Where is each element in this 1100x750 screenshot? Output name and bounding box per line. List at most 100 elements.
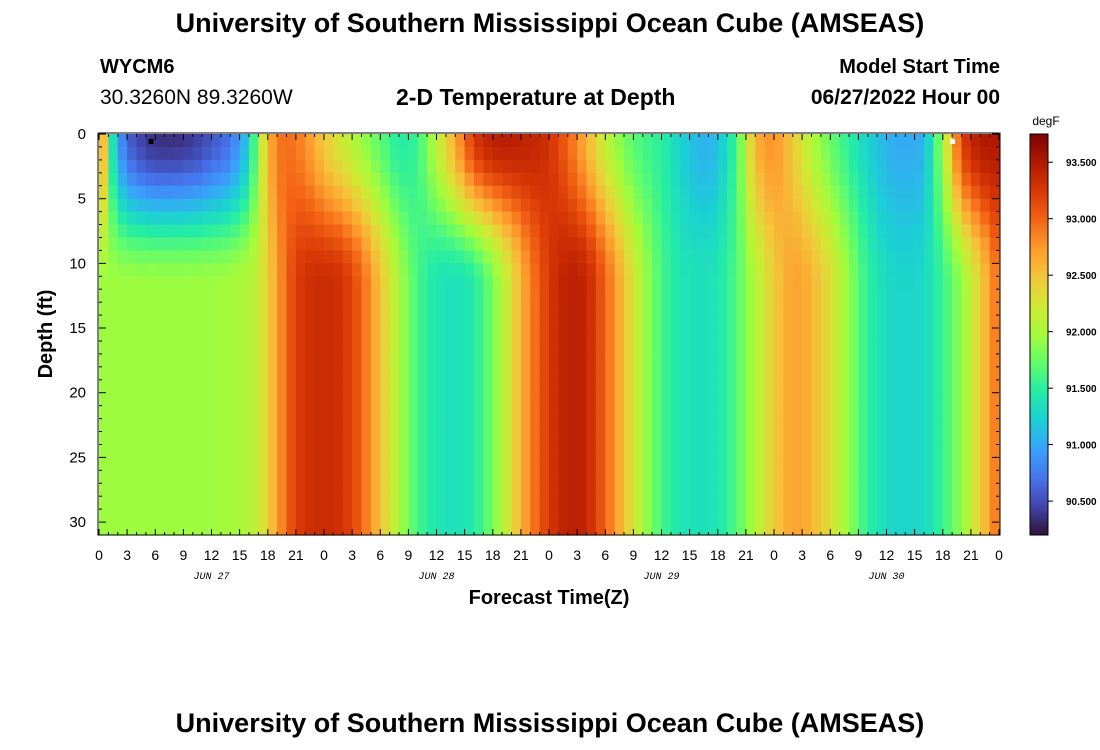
heatmap-cell <box>764 379 775 394</box>
heatmap-cell <box>202 276 213 290</box>
heatmap-cell <box>230 470 241 484</box>
heatmap-cell <box>727 379 738 394</box>
heatmap-cell <box>399 366 409 381</box>
heatmap-cell <box>792 496 803 510</box>
heatmap-cell <box>717 444 728 458</box>
heatmap-cell <box>624 444 634 458</box>
heatmap-cell <box>820 470 831 484</box>
heatmap-cell <box>492 509 503 523</box>
heatmap-cell <box>802 470 813 484</box>
heatmap-cell <box>502 211 513 226</box>
heatmap-cell <box>108 340 119 355</box>
heatmap-cell <box>483 263 494 277</box>
heatmap-cell <box>342 185 353 200</box>
heatmap-cell <box>155 159 166 174</box>
heatmap-cell <box>108 172 119 187</box>
heatmap-cell <box>436 263 447 277</box>
heatmap-cell <box>802 159 813 174</box>
heatmap-cell <box>295 328 306 342</box>
heatmap-cell <box>277 353 288 368</box>
heatmap-cell <box>652 172 663 187</box>
heatmap-cell <box>886 496 897 510</box>
heatmap-cell <box>258 185 269 200</box>
heatmap-cell <box>202 366 213 381</box>
heatmap-cell <box>549 237 559 252</box>
heatmap-cell <box>755 418 766 433</box>
heatmap-cell <box>933 496 944 510</box>
heatmap-cell <box>605 172 616 187</box>
colorbar-tick-label: 92.500 <box>1066 271 1097 282</box>
heatmap-cell <box>905 457 916 471</box>
heatmap-cell <box>820 185 831 200</box>
heatmap-cell <box>905 172 916 187</box>
heatmap-cell <box>830 379 841 394</box>
heatmap-cell <box>736 159 747 174</box>
heatmap-cell <box>652 405 663 420</box>
heatmap-cell <box>642 250 653 264</box>
heatmap-cell <box>689 470 700 484</box>
heatmap-cell <box>136 444 147 458</box>
heatmap-cell <box>989 302 1000 316</box>
heatmap-cell <box>511 315 522 329</box>
heatmap-cell <box>530 353 541 368</box>
heatmap-cell <box>192 263 203 277</box>
heatmap-cell <box>549 250 559 264</box>
heatmap-cell <box>792 263 803 277</box>
heatmap-cell <box>595 353 606 368</box>
heatmap-cell <box>399 159 409 174</box>
heatmap-cell <box>586 405 597 420</box>
heatmap-cell <box>605 444 616 458</box>
heatmap-cell <box>577 444 588 458</box>
heatmap-cell <box>914 457 925 471</box>
heatmap-cell <box>680 302 691 316</box>
heatmap-cell <box>445 276 456 290</box>
heatmap-cell <box>155 134 166 148</box>
heatmap-cell <box>314 224 325 239</box>
heatmap-cell <box>108 431 119 446</box>
heatmap-cell <box>633 353 644 368</box>
heatmap-cell <box>352 172 363 187</box>
heatmap-cell <box>399 198 409 213</box>
heatmap-cell <box>595 379 606 394</box>
heatmap-cell <box>183 340 194 355</box>
heatmap-cell <box>905 405 916 420</box>
heatmap-cell <box>174 522 184 536</box>
heatmap-cell <box>164 172 175 187</box>
heatmap-cell <box>380 289 391 303</box>
heatmap-cell <box>924 198 934 213</box>
heatmap-cell <box>989 392 1000 407</box>
heatmap-cell <box>333 457 344 471</box>
heatmap-cell <box>417 392 428 407</box>
heatmap-cell <box>399 509 409 523</box>
heatmap-cell <box>567 198 578 213</box>
heatmap-cell <box>399 172 409 187</box>
heatmap-cell <box>399 353 409 368</box>
heatmap-cell <box>811 134 822 148</box>
heatmap-cell <box>183 470 194 484</box>
heatmap-cell <box>595 276 606 290</box>
heatmap-cell <box>708 276 719 290</box>
heatmap-cell <box>699 431 709 446</box>
heatmap-cell <box>755 444 766 458</box>
heatmap-cell <box>511 483 522 497</box>
heatmap-cell <box>792 405 803 420</box>
heatmap-cell <box>886 366 897 381</box>
heatmap-cell <box>952 418 963 433</box>
heatmap-cell <box>877 237 888 252</box>
heatmap-cell <box>108 328 119 342</box>
heatmap-cell <box>914 315 925 329</box>
heatmap-cell <box>792 457 803 471</box>
heatmap-cell <box>511 302 522 316</box>
heatmap-cell <box>445 444 456 458</box>
heatmap-cell <box>417 418 428 433</box>
heatmap-cell <box>727 172 738 187</box>
heatmap-cell <box>380 457 391 471</box>
heatmap-cell <box>333 224 344 239</box>
heatmap-cell <box>820 457 831 471</box>
heatmap-cell <box>314 418 325 433</box>
heatmap-cell <box>774 366 784 381</box>
x-tick-label: 18 <box>935 547 951 563</box>
heatmap-cell <box>717 509 728 523</box>
heatmap-cell <box>352 237 363 252</box>
heatmap-cell <box>811 146 822 161</box>
